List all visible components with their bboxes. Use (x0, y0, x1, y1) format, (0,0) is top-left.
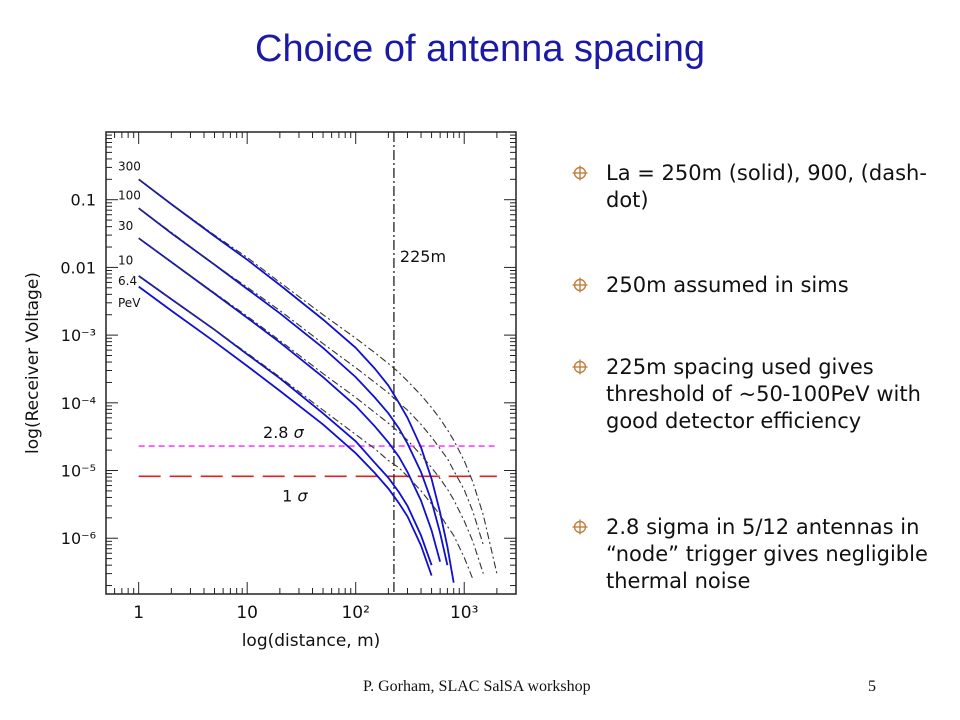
bullet-text: 2.8 sigma in 5/12 antennas in “node” tri… (606, 515, 928, 593)
energy-label: PeV (118, 296, 141, 310)
spacing-chart-svg: 1 10 10² 10³ 0.1 0.01 10⁻³ 10⁻⁴ 10⁻⁵ 10⁻⁶ log(dist… (23, 131, 517, 651)
bullet-item: 2.8 sigma in 5/12 antennas in “node” tri… (572, 514, 952, 595)
bullet-text: 250m assumed in sims (606, 273, 849, 297)
x-axis-label: log(distance, m) (242, 631, 381, 651)
threshold-label-1-sigma: 1 σ (282, 486, 308, 505)
page-number: 5 (868, 678, 876, 695)
vertical-line-label: 225m (400, 247, 446, 266)
bullet-item: 225m spacing used gives threshold of ~50… (572, 354, 952, 435)
curve-dashdot-100 (138, 207, 484, 545)
energy-label: 100 (118, 188, 141, 202)
bullet-item: La = 250m (solid), 900, (dash-dot) (572, 160, 952, 214)
y-tick-label: 0.1 (71, 191, 96, 210)
y-tick-label: 10⁻³ (61, 326, 96, 345)
curve-solid-300 (138, 178, 455, 583)
plot-frame (105, 131, 517, 595)
spacing-chart: 1 10 10² 10³ 0.1 0.01 10⁻³ 10⁻⁴ 10⁻⁵ 10⁻⁶ log(dist… (20, 128, 540, 668)
crosshair-circle-icon (572, 277, 588, 293)
bullet-text: La = 250m (solid), 900, (dash-dot) (606, 161, 927, 212)
energy-label: 300 (118, 160, 141, 174)
energy-label: 30 (118, 219, 133, 233)
y-tick-label: 0.01 (60, 258, 96, 277)
x-tick-label: 10³ (450, 603, 478, 623)
y-tick-label: 10⁻⁴ (61, 394, 96, 413)
bullet-text: 225m spacing used gives threshold of ~50… (606, 355, 921, 433)
y-axis-label: log(Receiver Voltage) (23, 272, 43, 454)
curve-solid-6-4 (138, 285, 433, 576)
x-tick-label: 10² (341, 603, 369, 623)
crosshair-circle-icon (572, 519, 588, 535)
bullet-item: 250m assumed in sims (572, 272, 952, 299)
curve-dashdot-10 (138, 275, 474, 580)
curve-solid-30 (138, 237, 441, 562)
y-tick-label: 10⁻⁶ (61, 529, 96, 548)
x-tick-label: 10 (236, 603, 258, 623)
threshold-label-2-8-sigma: 2.8 σ (263, 423, 305, 442)
crosshair-circle-icon (572, 359, 588, 375)
crosshair-circle-icon (572, 165, 588, 181)
slide-title: Choice of antenna spacing (255, 28, 705, 70)
energy-label: 10 (118, 254, 133, 268)
curve-dashdot-300 (138, 178, 498, 574)
x-tick-label: 1 (133, 603, 144, 623)
curve-dashdot-30 (138, 237, 484, 574)
energy-label: 6.4 (118, 274, 137, 288)
footer-text: P. Gorham, SLAC SalSA workshop (363, 678, 591, 695)
y-tick-label: 10⁻⁵ (61, 462, 96, 481)
